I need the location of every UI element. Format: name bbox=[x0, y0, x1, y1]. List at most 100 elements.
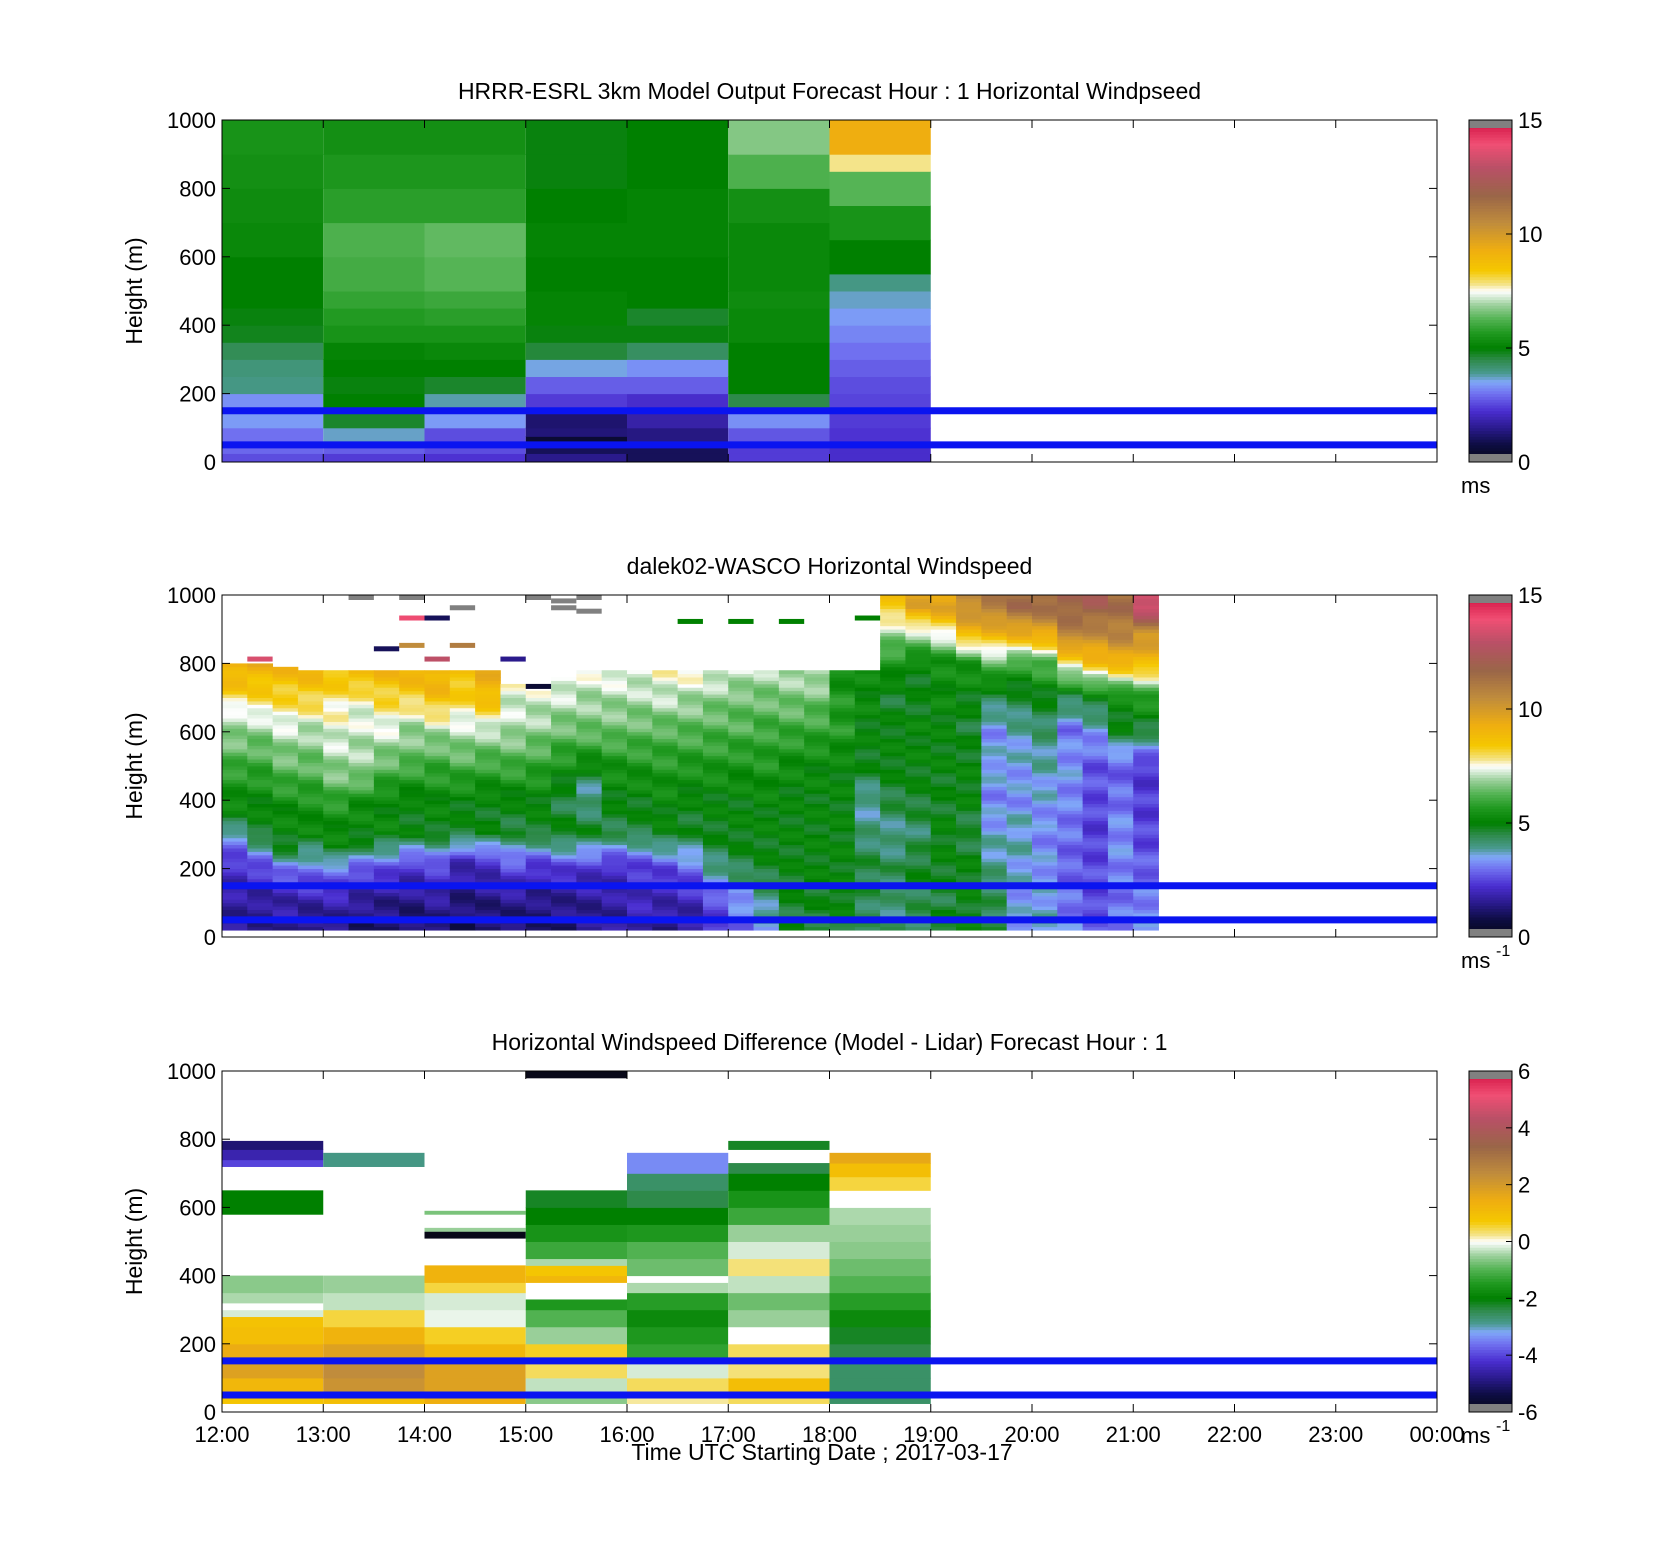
heatmap-cell bbox=[627, 1377, 729, 1396]
heatmap-cell bbox=[475, 837, 501, 842]
heatmap-cell bbox=[880, 731, 906, 736]
heatmap-cell bbox=[905, 680, 932, 685]
heatmap-cell bbox=[1133, 817, 1159, 822]
heatmap-cell bbox=[1057, 848, 1084, 852]
heatmap-cell bbox=[1082, 748, 1109, 753]
heatmap-cell bbox=[1107, 766, 1134, 770]
colorbar-segment bbox=[1469, 387, 1512, 392]
heatmap-cell bbox=[601, 769, 628, 774]
colorbar-overflow bbox=[1469, 1071, 1512, 1079]
heatmap-cell bbox=[1006, 926, 1033, 931]
heatmap-cell bbox=[854, 895, 881, 900]
heatmap-cell bbox=[956, 595, 982, 599]
heatmap-cell bbox=[829, 851, 856, 856]
colorbar-segment bbox=[1469, 1349, 1512, 1353]
heatmap-cell bbox=[1133, 636, 1159, 640]
colorbar-segment bbox=[1469, 1198, 1512, 1203]
heatmap-cell bbox=[627, 878, 653, 883]
heatmap-cell bbox=[677, 748, 704, 753]
heatmap-cell bbox=[1107, 772, 1134, 777]
heatmap-cell bbox=[323, 779, 349, 784]
heatmap-cell bbox=[323, 926, 349, 931]
colorbar-segment bbox=[1469, 1227, 1512, 1231]
heatmap-cell bbox=[1082, 868, 1109, 873]
heatmap-cell bbox=[1006, 895, 1033, 900]
heatmap-cell bbox=[551, 820, 577, 825]
heatmap-cell bbox=[1032, 776, 1058, 781]
colorbar-segment bbox=[1469, 1102, 1512, 1106]
heatmap-cell bbox=[956, 844, 982, 849]
heatmap-cell bbox=[475, 776, 501, 781]
heatmap-cell bbox=[323, 913, 349, 917]
heatmap-cell bbox=[424, 793, 451, 798]
heatmap-cell bbox=[1006, 800, 1033, 805]
heatmap-cell bbox=[1107, 793, 1134, 798]
heatmap-cell bbox=[829, 171, 931, 206]
heatmap-cell bbox=[854, 810, 881, 815]
heatmap-cell bbox=[829, 120, 931, 155]
heatmap-cell bbox=[829, 697, 856, 702]
heatmap-cell bbox=[905, 759, 932, 763]
heatmap-cell bbox=[222, 803, 248, 808]
colorbar-segment bbox=[1469, 148, 1512, 152]
heatmap-cell bbox=[627, 803, 653, 808]
heatmap-cell bbox=[804, 830, 830, 835]
heatmap-cell bbox=[905, 718, 932, 722]
heatmap-cell bbox=[829, 766, 856, 770]
heatmap-cell bbox=[424, 779, 451, 784]
colorbar-segment bbox=[1469, 447, 1512, 452]
heatmap-cell bbox=[930, 895, 957, 900]
heatmap-cell bbox=[728, 291, 830, 309]
heatmap-cell bbox=[323, 899, 349, 904]
heatmap-cell bbox=[1133, 718, 1159, 722]
heatmap-cell bbox=[297, 697, 324, 702]
heatmap-cell bbox=[1006, 875, 1033, 880]
heatmap-cell bbox=[551, 861, 577, 866]
heatmap-cell bbox=[677, 813, 704, 818]
heatmap-cell bbox=[525, 1241, 627, 1260]
heatmap-cell bbox=[956, 608, 982, 613]
heatmap-cell bbox=[297, 902, 324, 907]
heatmap-cell bbox=[449, 800, 476, 805]
heatmap-cell bbox=[880, 868, 906, 873]
heatmap-cell bbox=[323, 677, 349, 681]
colorbar-segment bbox=[1469, 1292, 1512, 1296]
colorbar-segment bbox=[1469, 899, 1512, 904]
colorbar-segment bbox=[1469, 691, 1512, 696]
heatmap-cell bbox=[930, 694, 957, 698]
heatmap-cell bbox=[1107, 639, 1134, 644]
heatmap-cell bbox=[778, 837, 805, 842]
heatmap-cell bbox=[373, 766, 400, 770]
heatmap-cell bbox=[601, 841, 628, 846]
heatmap-cell bbox=[778, 841, 805, 846]
heatmap-cell bbox=[475, 913, 501, 917]
heatmap-cell bbox=[627, 453, 729, 463]
heatmap-cell bbox=[778, 813, 805, 818]
heatmap-cell bbox=[804, 858, 830, 863]
heatmap-cell bbox=[880, 789, 906, 794]
heatmap-cell bbox=[627, 694, 653, 698]
heatmap-cell bbox=[297, 807, 324, 811]
heatmap-cell bbox=[930, 745, 957, 750]
heatmap-cells bbox=[222, 1071, 931, 1404]
heatmap-cell bbox=[804, 923, 830, 928]
heatmap-cell bbox=[601, 793, 628, 798]
heatmap-cell bbox=[551, 841, 577, 846]
heatmap-cell bbox=[525, 325, 627, 343]
colorbar-underflow bbox=[1469, 929, 1512, 937]
heatmap-cell bbox=[373, 793, 400, 798]
heatmap-cell bbox=[348, 707, 375, 712]
heatmap-cell bbox=[804, 783, 830, 787]
heatmap-cell bbox=[449, 704, 476, 709]
heatmap-cell bbox=[323, 291, 425, 309]
heatmap-cell bbox=[930, 711, 957, 716]
heatmap-cell bbox=[829, 854, 856, 859]
heatmap-cell bbox=[475, 752, 501, 757]
heatmap-cell bbox=[1032, 854, 1058, 859]
heatmap-cell bbox=[1133, 646, 1159, 651]
heatmap-cell bbox=[880, 598, 906, 603]
heatmap-cell bbox=[753, 861, 780, 866]
heatmap-cell bbox=[981, 878, 1008, 883]
colorbar-segment bbox=[1469, 1133, 1512, 1137]
heatmap-cell bbox=[399, 820, 425, 825]
